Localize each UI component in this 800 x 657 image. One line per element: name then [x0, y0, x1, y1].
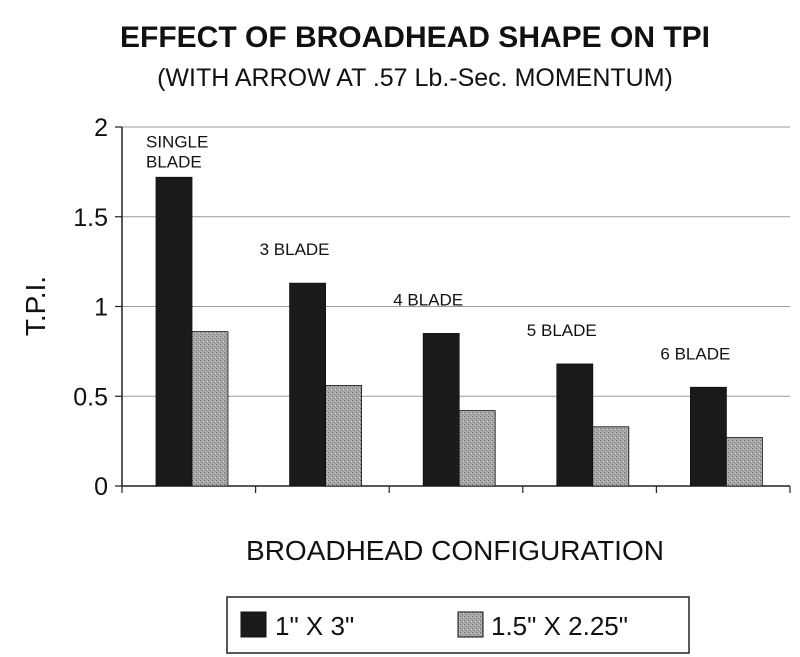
bar-4-blade-series-1	[422, 333, 460, 487]
bar-single-blade-series-1	[155, 176, 193, 487]
legend-label-1-5x2-25: 1.5" X 2.25"	[491, 611, 628, 641]
category-label-3-blade: 3 BLADE	[260, 240, 330, 259]
legend-swatch-1-5x2-25	[457, 611, 484, 638]
y-tick-label-1: 0.5	[73, 383, 108, 411]
bar-6-blade-series-2	[726, 437, 763, 487]
category-label-single-blade-line-2: BLADE	[146, 152, 202, 171]
y-tick-label-0: 0	[94, 473, 108, 501]
chart-subtitle: (WITH ARROW AT .57 Lb.-Sec. MOMENTUM)	[157, 64, 673, 92]
bar-single-blade-series-2	[191, 331, 229, 487]
y-tick-labels: 0 0.5 1 1.5 2	[73, 114, 108, 501]
legend: 1" X 3" 1.5" X 2.25"	[226, 596, 690, 654]
y-tick-label-4: 2	[94, 114, 108, 142]
category-label-6-blade: 6 BLADE	[660, 344, 730, 363]
category-label-5-blade: 5 BLADE	[527, 321, 597, 340]
category-label-single-blade-line-1: SINGLE	[146, 132, 208, 151]
legend-label-1x3: 1" X 3"	[275, 611, 354, 641]
bar-3-blade-series-2	[325, 385, 363, 487]
legend-swatch-1x3	[240, 611, 267, 638]
bar-6-blade-series-1	[690, 386, 727, 487]
y-tick-label-2: 1	[94, 294, 108, 322]
bar-3-blade-series-1	[289, 282, 327, 487]
category-label-4-blade: 4 BLADE	[393, 290, 463, 309]
bar-5-blade-series-2	[592, 426, 630, 487]
bar-4-blade-series-2	[458, 410, 496, 487]
y-axis-title: T.P.I.	[20, 276, 51, 336]
bars	[155, 176, 763, 487]
x-axis-title: BROADHEAD CONFIGURATION	[246, 535, 664, 566]
y-tick-label-3: 1.5	[73, 204, 108, 232]
bar-5-blade-series-1	[556, 363, 594, 487]
chart-title: EFFECT OF BROADHEAD SHAPE ON TPI	[120, 21, 710, 54]
